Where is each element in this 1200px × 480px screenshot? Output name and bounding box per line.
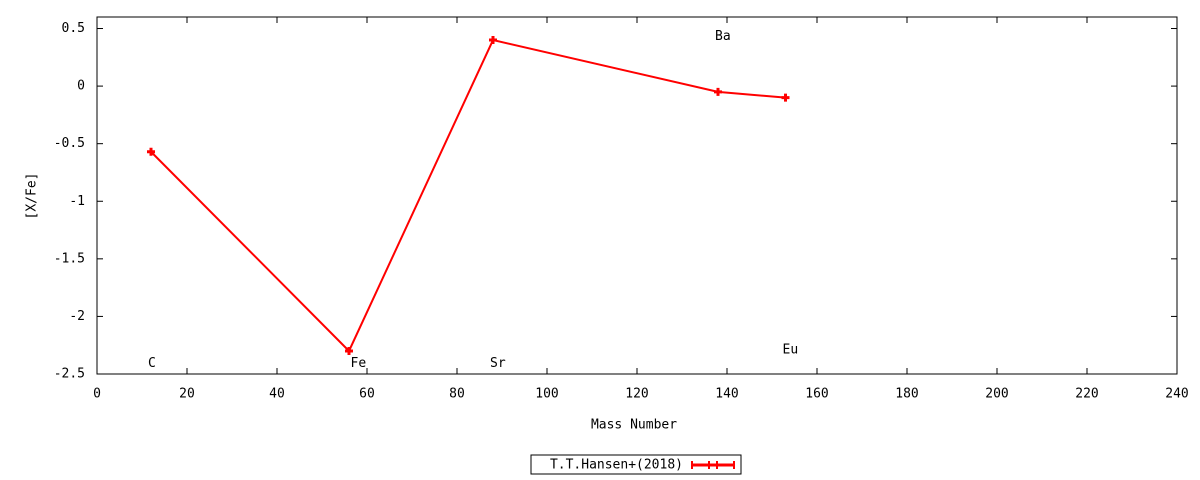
y-tick-label: 0 bbox=[77, 79, 85, 94]
legend-swatch-end bbox=[691, 461, 735, 469]
annotation: Eu bbox=[783, 342, 799, 357]
annotation: Fe bbox=[351, 356, 367, 371]
annotation: Ba bbox=[715, 29, 731, 44]
x-tick-label: 40 bbox=[269, 387, 285, 402]
x-tick-label: 20 bbox=[179, 387, 195, 402]
point bbox=[781, 93, 790, 102]
point bbox=[345, 346, 353, 355]
y-tick-label: -1.5 bbox=[54, 251, 85, 266]
point bbox=[489, 36, 497, 45]
x-tick-label: 140 bbox=[715, 387, 738, 402]
y-tick-label: 0.5 bbox=[62, 21, 85, 36]
point bbox=[714, 87, 722, 96]
legend-label: T.T.Hansen+(2018) bbox=[550, 458, 683, 473]
legend-box bbox=[530, 454, 742, 475]
x-tick-label: 240 bbox=[1165, 387, 1188, 402]
x-tick-label: 60 bbox=[359, 387, 375, 402]
plot-frame bbox=[96, 16, 1178, 375]
y-tick-label: -1 bbox=[69, 194, 85, 209]
y-axis-label: [X/Fe] bbox=[25, 173, 40, 220]
x-tick-label: 0 bbox=[93, 387, 101, 402]
x-tick-label: 80 bbox=[449, 387, 465, 402]
x-tick-label: 200 bbox=[985, 387, 1008, 402]
annotation: C bbox=[148, 356, 156, 371]
y-tick-label: -2.5 bbox=[54, 367, 85, 382]
x-axis-label: Mass Number bbox=[591, 418, 677, 433]
annotation: Sr bbox=[490, 356, 506, 371]
series-line bbox=[150, 38, 786, 353]
x-tick-label: 160 bbox=[805, 387, 828, 402]
x-tick-label: 180 bbox=[895, 387, 918, 402]
x-tick-label: 120 bbox=[625, 387, 648, 402]
point bbox=[147, 147, 155, 156]
y-tick-label: -0.5 bbox=[54, 136, 85, 151]
x-tick-label: 220 bbox=[1075, 387, 1098, 402]
x-tick-label: 100 bbox=[535, 387, 558, 402]
y-tick-label: -2 bbox=[69, 309, 85, 324]
